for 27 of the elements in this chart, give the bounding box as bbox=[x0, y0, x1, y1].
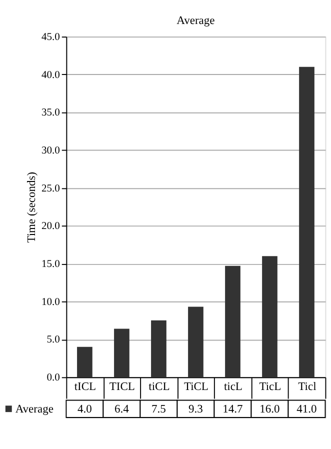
x-tick-label: tiCL bbox=[148, 381, 170, 394]
y-tick-label: 30.0 bbox=[41, 145, 60, 156]
y-tick-label: 15.0 bbox=[41, 259, 60, 270]
x-tick-label: TiCL bbox=[184, 381, 208, 394]
y-tick-label: 35.0 bbox=[41, 108, 60, 119]
x-tick-label: ticL bbox=[224, 381, 242, 394]
data-label: 9.3 bbox=[188, 404, 204, 416]
legend-label: Average bbox=[15, 404, 54, 416]
x-tick-label: TICL bbox=[109, 381, 135, 394]
data-label: 41.0 bbox=[296, 404, 318, 416]
y-tick-label: 45.0 bbox=[41, 32, 60, 43]
x-tick-label: tICL bbox=[74, 381, 96, 394]
data-label: 7.5 bbox=[152, 404, 166, 416]
data-label: 16.0 bbox=[260, 404, 280, 416]
x-tick-label: Ticl bbox=[298, 381, 316, 394]
y-tick-label: 0.0 bbox=[46, 372, 60, 384]
data-label: 14.7 bbox=[222, 404, 244, 416]
data-label: 6.4 bbox=[114, 404, 130, 416]
x-tick-label: TicL bbox=[259, 381, 282, 394]
y-tick-label: 5.0 bbox=[46, 334, 60, 346]
y-tick-label: 10.0 bbox=[41, 296, 60, 308]
y-tick-label: 40.0 bbox=[41, 70, 60, 81]
data-label: 4.0 bbox=[78, 404, 92, 416]
chart-title: Average bbox=[176, 15, 215, 28]
y-axis-title: Time (seconds) bbox=[26, 172, 38, 243]
y-tick-label: 20.0 bbox=[41, 221, 60, 232]
y-tick-label: 25.0 bbox=[41, 183, 60, 194]
